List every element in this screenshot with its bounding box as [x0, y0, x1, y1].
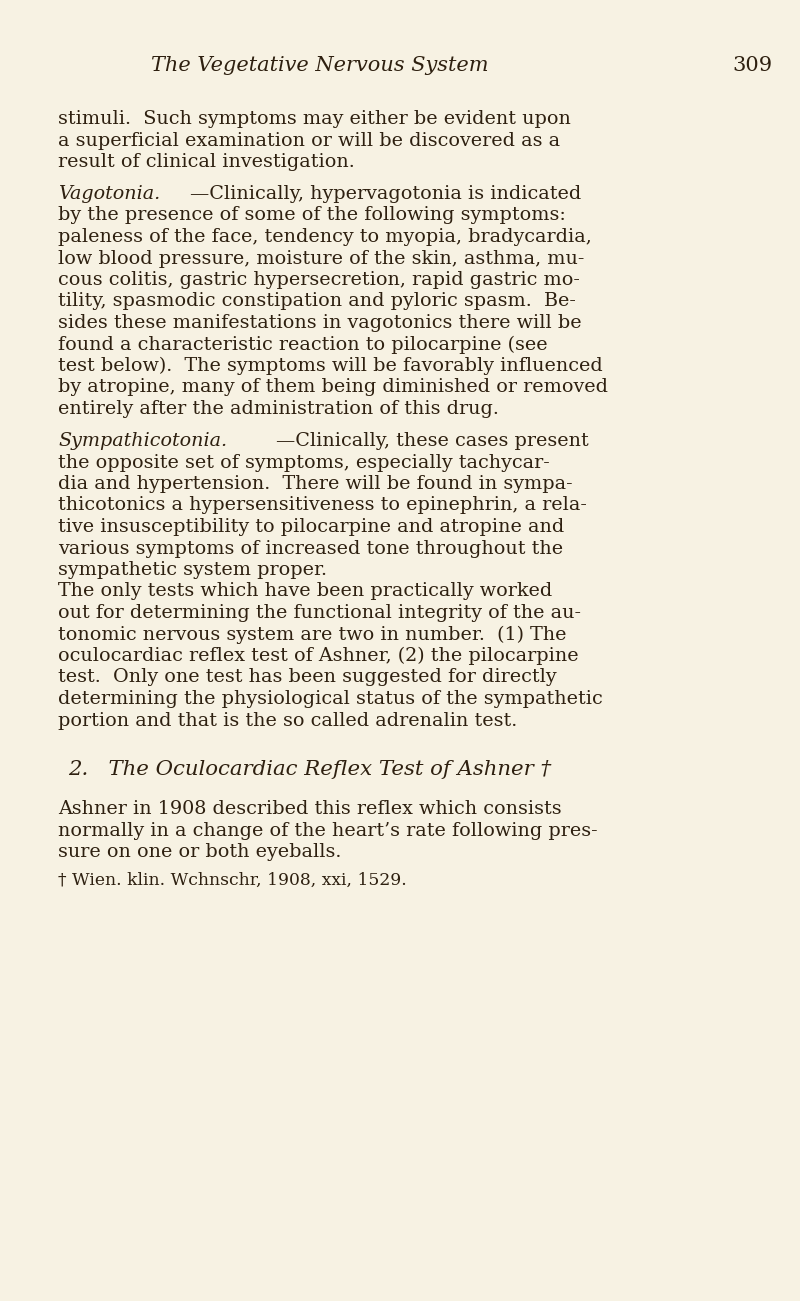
Text: The only tests which have been practically worked: The only tests which have been practical… [58, 583, 552, 601]
Text: sides these manifestations in vagotonics there will be: sides these manifestations in vagotonics… [58, 314, 582, 332]
Text: various symptoms of increased tone throughout the: various symptoms of increased tone throu… [58, 540, 563, 558]
Text: low blood pressure, moisture of the skin, asthma, mu-: low blood pressure, moisture of the skin… [58, 250, 584, 268]
Text: result of clinical investigation.: result of clinical investigation. [58, 154, 354, 170]
Text: —Clinically, these cases present: —Clinically, these cases present [276, 432, 589, 450]
Text: —Clinically, hypervagotonia is indicated: —Clinically, hypervagotonia is indicated [190, 185, 581, 203]
Text: 2.   The Oculocardiac Reflex Test of Ashner †: 2. The Oculocardiac Reflex Test of Ashne… [68, 760, 551, 779]
Text: dia and hypertension.  There will be found in sympa-: dia and hypertension. There will be foun… [58, 475, 573, 493]
Text: The Vegetative Nervous System: The Vegetative Nervous System [151, 56, 489, 75]
Text: paleness of the face, tendency to myopia, bradycardia,: paleness of the face, tendency to myopia… [58, 228, 592, 246]
Text: thicotonics a hypersensitiveness to epinephrin, a rela-: thicotonics a hypersensitiveness to epin… [58, 497, 587, 514]
Text: found a characteristic reaction to pilocarpine (see: found a characteristic reaction to piloc… [58, 336, 548, 354]
Text: tonomic nervous system are two in number.  (1) The: tonomic nervous system are two in number… [58, 626, 566, 644]
Text: 309: 309 [732, 56, 772, 75]
Text: the opposite set of symptoms, especially tachycar-: the opposite set of symptoms, especially… [58, 454, 550, 471]
Text: test below).  The symptoms will be favorably influenced: test below). The symptoms will be favora… [58, 356, 602, 375]
Text: Sympathicotonia.: Sympathicotonia. [58, 432, 227, 450]
Text: sure on one or both eyeballs.: sure on one or both eyeballs. [58, 843, 342, 861]
Text: test.  Only one test has been suggested for directly: test. Only one test has been suggested f… [58, 669, 557, 687]
Text: a superficial examination or will be discovered as a: a superficial examination or will be dis… [58, 131, 560, 150]
Text: entirely after the administration of this drug.: entirely after the administration of thi… [58, 399, 499, 418]
Text: out for determining the functional integrity of the au-: out for determining the functional integ… [58, 604, 581, 622]
Text: normally in a change of the heart’s rate following pres-: normally in a change of the heart’s rate… [58, 821, 598, 839]
Text: by the presence of some of the following symptoms:: by the presence of some of the following… [58, 207, 566, 225]
Text: Ashner in 1908 described this reflex which consists: Ashner in 1908 described this reflex whi… [58, 800, 562, 818]
Text: tive insusceptibility to pilocarpine and atropine and: tive insusceptibility to pilocarpine and… [58, 518, 564, 536]
Text: † Wien. klin. Wchnschr, 1908, xxi, 1529.: † Wien. klin. Wchnschr, 1908, xxi, 1529. [58, 872, 406, 889]
Text: sympathetic system proper.: sympathetic system proper. [58, 561, 327, 579]
Text: stimuli.  Such symptoms may either be evident upon: stimuli. Such symptoms may either be evi… [58, 111, 571, 127]
Text: cous colitis, gastric hypersecretion, rapid gastric mo-: cous colitis, gastric hypersecretion, ra… [58, 271, 580, 289]
Text: Vagotonia.: Vagotonia. [58, 185, 160, 203]
Text: by atropine, many of them being diminished or removed: by atropine, many of them being diminish… [58, 379, 608, 397]
Text: determining the physiological status of the sympathetic: determining the physiological status of … [58, 690, 602, 708]
Text: tility, spasmodic constipation and pyloric spasm.  Be-: tility, spasmodic constipation and pylor… [58, 293, 576, 311]
Text: portion and that is the so called adrenalin test.: portion and that is the so called adrena… [58, 712, 518, 730]
Text: oculocardiac reflex test of Ashner, (2) the pilocarpine: oculocardiac reflex test of Ashner, (2) … [58, 647, 578, 665]
